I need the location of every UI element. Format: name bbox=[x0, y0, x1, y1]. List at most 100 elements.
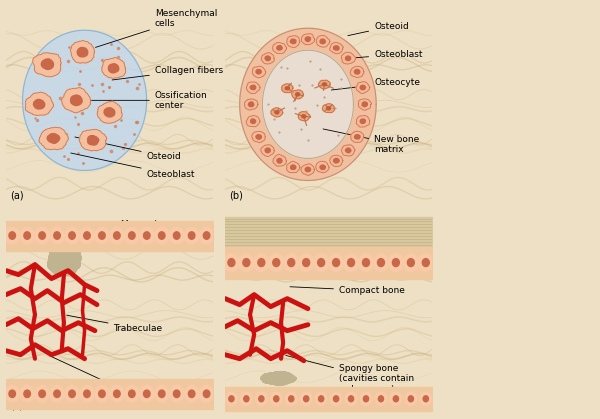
Polygon shape bbox=[109, 64, 119, 73]
Polygon shape bbox=[262, 372, 296, 385]
Text: Spongy bone
(cavities contain
red marrow): Spongy bone (cavities contain red marrow… bbox=[286, 355, 414, 394]
Ellipse shape bbox=[343, 254, 359, 272]
Polygon shape bbox=[360, 119, 365, 124]
Ellipse shape bbox=[405, 392, 416, 406]
Polygon shape bbox=[262, 372, 296, 385]
Ellipse shape bbox=[39, 390, 46, 398]
Polygon shape bbox=[97, 101, 122, 123]
Polygon shape bbox=[246, 116, 260, 127]
Polygon shape bbox=[301, 164, 314, 175]
Polygon shape bbox=[262, 372, 296, 385]
Ellipse shape bbox=[224, 254, 239, 272]
Ellipse shape bbox=[392, 259, 400, 266]
Ellipse shape bbox=[226, 392, 237, 406]
Ellipse shape bbox=[169, 227, 184, 244]
Ellipse shape bbox=[408, 396, 413, 402]
Polygon shape bbox=[262, 372, 296, 385]
Polygon shape bbox=[49, 243, 81, 276]
Ellipse shape bbox=[345, 392, 357, 406]
Polygon shape bbox=[41, 59, 53, 70]
Text: (b): (b) bbox=[229, 191, 243, 200]
Text: Osteoblast: Osteoblast bbox=[294, 254, 388, 263]
Polygon shape bbox=[251, 119, 256, 124]
Ellipse shape bbox=[84, 390, 90, 398]
Polygon shape bbox=[49, 243, 81, 276]
Text: Osteocyte: Osteocyte bbox=[331, 78, 420, 90]
Polygon shape bbox=[356, 82, 370, 93]
Ellipse shape bbox=[228, 259, 235, 266]
Ellipse shape bbox=[360, 392, 372, 406]
Ellipse shape bbox=[173, 232, 180, 239]
Polygon shape bbox=[350, 131, 364, 142]
Text: (c): (c) bbox=[10, 401, 23, 411]
Ellipse shape bbox=[5, 227, 19, 244]
Polygon shape bbox=[319, 80, 330, 89]
Polygon shape bbox=[265, 56, 271, 61]
Polygon shape bbox=[290, 165, 296, 169]
Polygon shape bbox=[260, 145, 274, 157]
Ellipse shape bbox=[113, 232, 120, 239]
Polygon shape bbox=[252, 66, 266, 78]
Ellipse shape bbox=[203, 232, 210, 239]
Ellipse shape bbox=[184, 227, 199, 244]
Ellipse shape bbox=[283, 254, 299, 272]
Text: Blood vessel: Blood vessel bbox=[50, 356, 162, 399]
Ellipse shape bbox=[403, 254, 419, 272]
Polygon shape bbox=[23, 30, 146, 171]
Ellipse shape bbox=[140, 385, 154, 402]
Ellipse shape bbox=[24, 232, 31, 239]
Text: (d): (d) bbox=[229, 401, 243, 411]
Text: Compact bone: Compact bone bbox=[290, 286, 405, 295]
Polygon shape bbox=[262, 372, 296, 385]
Ellipse shape bbox=[9, 390, 16, 398]
Polygon shape bbox=[330, 155, 343, 167]
Polygon shape bbox=[262, 372, 296, 385]
Ellipse shape bbox=[98, 232, 105, 239]
Text: Mesenchymal
cells: Mesenchymal cells bbox=[95, 8, 217, 47]
Ellipse shape bbox=[347, 259, 355, 266]
Ellipse shape bbox=[84, 232, 90, 239]
Polygon shape bbox=[272, 42, 287, 54]
Ellipse shape bbox=[289, 396, 294, 402]
Polygon shape bbox=[49, 243, 81, 276]
Polygon shape bbox=[329, 42, 343, 54]
Text: Ossification
center: Ossification center bbox=[88, 91, 208, 110]
Polygon shape bbox=[271, 108, 283, 117]
Polygon shape bbox=[49, 243, 81, 276]
Polygon shape bbox=[49, 243, 81, 276]
Ellipse shape bbox=[229, 396, 234, 402]
Ellipse shape bbox=[65, 385, 79, 402]
Polygon shape bbox=[70, 41, 94, 63]
Polygon shape bbox=[360, 85, 365, 90]
Ellipse shape bbox=[143, 232, 150, 239]
Polygon shape bbox=[286, 161, 300, 173]
Ellipse shape bbox=[80, 227, 94, 244]
Polygon shape bbox=[32, 53, 61, 77]
Polygon shape bbox=[49, 243, 81, 276]
Ellipse shape bbox=[243, 259, 250, 266]
Polygon shape bbox=[262, 372, 296, 385]
Polygon shape bbox=[265, 148, 270, 153]
Polygon shape bbox=[49, 243, 81, 276]
Polygon shape bbox=[362, 102, 367, 107]
Polygon shape bbox=[298, 111, 310, 121]
Polygon shape bbox=[262, 372, 296, 385]
Ellipse shape bbox=[258, 259, 265, 266]
Ellipse shape bbox=[364, 396, 368, 402]
Ellipse shape bbox=[407, 259, 415, 266]
Ellipse shape bbox=[298, 254, 314, 272]
Ellipse shape bbox=[95, 227, 109, 244]
Ellipse shape bbox=[110, 227, 124, 244]
Polygon shape bbox=[250, 85, 256, 90]
Ellipse shape bbox=[328, 254, 344, 272]
Polygon shape bbox=[104, 108, 115, 117]
Polygon shape bbox=[49, 243, 81, 276]
Polygon shape bbox=[256, 70, 261, 74]
Polygon shape bbox=[88, 136, 99, 145]
Text: Osteoblast: Osteoblast bbox=[71, 153, 195, 179]
Polygon shape bbox=[350, 66, 364, 78]
Ellipse shape bbox=[203, 390, 210, 398]
Ellipse shape bbox=[332, 259, 340, 266]
Ellipse shape bbox=[301, 392, 312, 406]
Ellipse shape bbox=[269, 254, 284, 272]
